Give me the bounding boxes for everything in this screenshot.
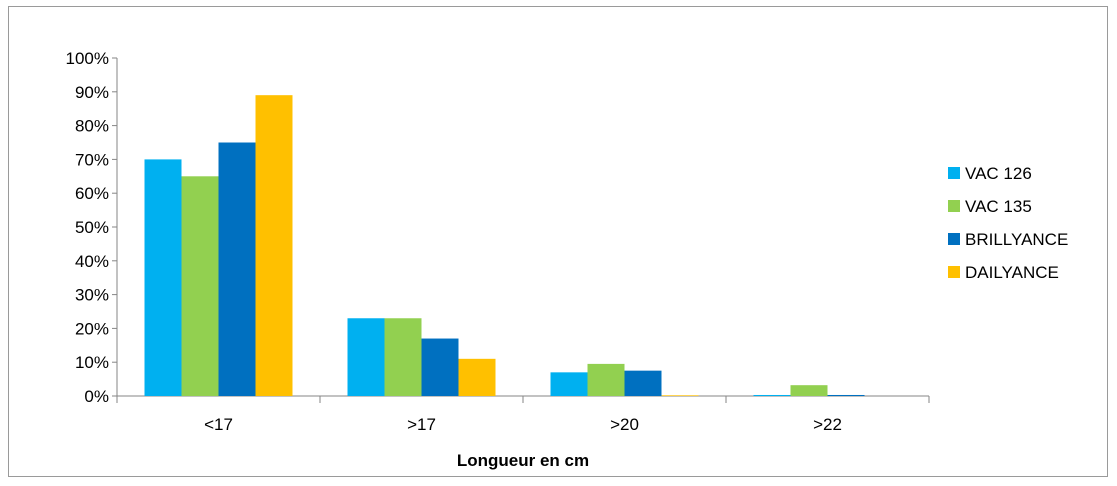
x-tick-label: >17 (407, 415, 436, 434)
bar (421, 338, 459, 396)
legend-swatch (948, 200, 960, 212)
bars (144, 95, 865, 397)
bar (347, 318, 385, 396)
y-tick-label: 30% (75, 286, 109, 305)
chart-svg: 0% 10% 20% 30% 40% 50% 60% 70% 80% 90% 100% <17 >17… (66, 49, 1069, 470)
x-axis-title: Longueur en cm (457, 451, 589, 470)
legend-swatch (948, 266, 960, 278)
legend-label: VAC 135 (965, 197, 1032, 216)
x-tick-label: >20 (610, 415, 639, 434)
legend: VAC 126 VAC 135 BRILLYANCE DAILYANCE (948, 164, 1068, 282)
bar (384, 318, 422, 396)
legend-swatch (948, 233, 960, 245)
bar (587, 363, 625, 396)
bar (144, 159, 182, 396)
bar (753, 394, 791, 396)
bar (827, 394, 865, 396)
bar (218, 142, 256, 396)
y-tick-label: 40% (75, 252, 109, 271)
legend-label: BRILLYANCE (965, 230, 1068, 249)
y-tick-label: 80% (75, 117, 109, 136)
x-axis: <17 >17 >20 >22 (116, 395, 930, 434)
x-tick-label: <17 (204, 415, 233, 434)
y-tick-label: 60% (75, 184, 109, 203)
legend-swatch (948, 167, 960, 179)
y-tick-label: 0% (84, 387, 109, 406)
y-tick-label: 70% (75, 150, 109, 169)
bar (255, 95, 293, 397)
y-tick-label: 20% (75, 319, 109, 338)
bar (550, 372, 588, 396)
bar (661, 395, 699, 396)
y-tick-label: 90% (75, 83, 109, 102)
legend-label: DAILYANCE (965, 263, 1059, 282)
bar (458, 358, 496, 396)
y-tick-label: 10% (75, 353, 109, 372)
legend-label: VAC 126 (965, 164, 1032, 183)
bar (624, 370, 662, 396)
y-tick-label: 50% (75, 218, 109, 237)
y-axis: 0% 10% 20% 30% 40% 50% 60% 70% 80% 90% 100% (66, 49, 118, 406)
bar (790, 385, 828, 396)
x-tick-label: >22 (813, 415, 842, 434)
bar (181, 176, 219, 396)
y-tick-label: 100% (66, 49, 109, 68)
chart-frame: 0% 10% 20% 30% 40% 50% 60% 70% 80% 90% 100% <17 >17… (8, 6, 1108, 477)
